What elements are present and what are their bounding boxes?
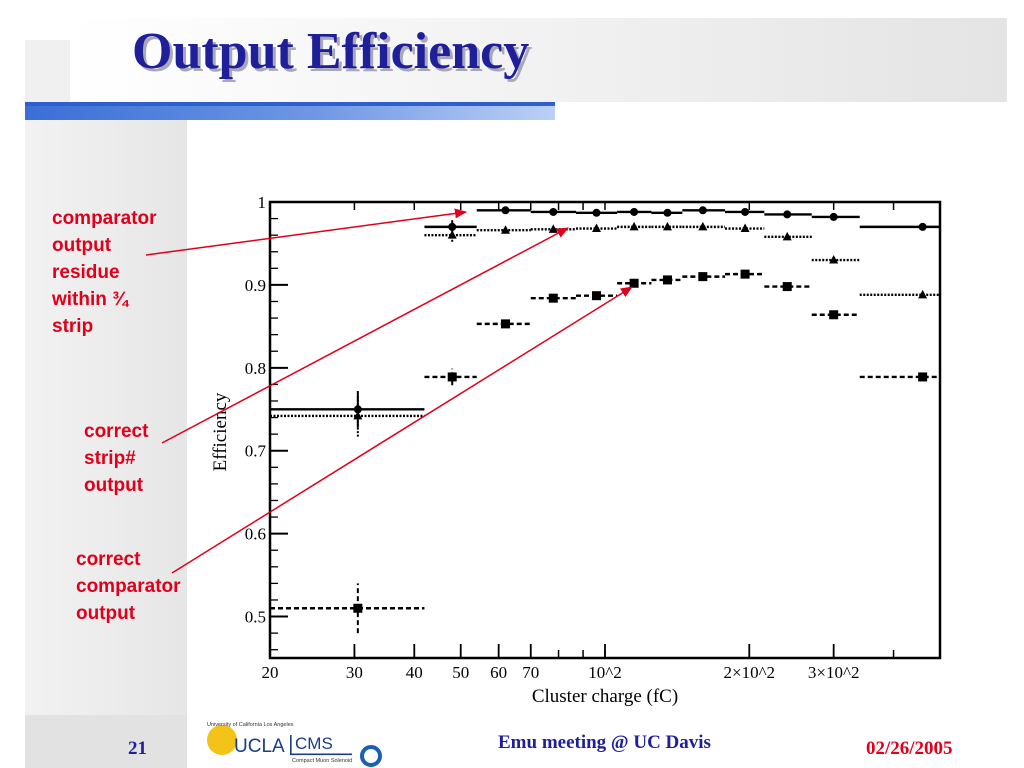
data-point-square	[829, 310, 839, 320]
annotation-correct-comparator: correct comparator output	[76, 549, 181, 624]
logo-ucla-text: UCLA	[234, 736, 285, 757]
data-point-square	[918, 372, 928, 382]
annotation-correct-strip: correct strip# output	[84, 421, 149, 496]
data-point-circle	[663, 208, 672, 217]
data-point-circle	[549, 207, 558, 216]
efficiency-chart: 20 30 40 50 60 70 10^2 2×10^2 3×10^2 0.5 0.6 0.7 0.8…	[210, 193, 942, 707]
footer-meeting: Emu meeting @ UC Davis	[498, 732, 711, 753]
annotation-comparator-residue: comparator output residue within ¾ strip	[52, 208, 157, 337]
x-tick-label: 2×10^2	[723, 663, 775, 682]
y-axis-label: Efficiency	[210, 392, 231, 471]
y-tick-label: 0.7	[245, 442, 267, 461]
data-point-triangle	[662, 221, 672, 231]
data-point-square	[548, 293, 558, 303]
data-point-circle	[698, 206, 707, 215]
data-point-square	[447, 372, 457, 382]
data-point-square	[500, 319, 510, 329]
y-tick-label: 0.8	[245, 359, 266, 378]
y-tick-label: 0.9	[245, 276, 266, 295]
data-point-square	[782, 282, 792, 292]
data-point-triangle	[918, 289, 928, 299]
data-point-triangle	[629, 221, 639, 231]
data-point-triangle	[829, 255, 839, 264]
data-point-square	[592, 291, 602, 301]
data-point-square	[662, 275, 672, 285]
logo-cms-bracket-base	[290, 753, 352, 756]
y-tick-label: 1	[258, 193, 267, 212]
data-point-triangle	[698, 221, 708, 231]
ucla-sun-icon	[207, 725, 237, 755]
data-point-square	[698, 272, 708, 282]
data-point-circle	[783, 210, 792, 219]
data-point-circle	[918, 222, 927, 231]
data-point-square	[353, 603, 363, 613]
plot-frame	[268, 200, 942, 660]
x-tick-label: 30	[346, 663, 363, 682]
x-tick-label: 40	[406, 663, 423, 682]
data-point-circle	[741, 207, 750, 216]
data-point-triangle	[740, 223, 750, 233]
x-axis-label: Cluster charge (fC)	[532, 686, 678, 707]
x-tick-label: 3×10^2	[808, 663, 860, 682]
logo-ucla-caption: University of California Los Angeles	[207, 722, 294, 728]
left-footer-band	[25, 715, 187, 768]
cms-ring-icon	[360, 745, 382, 767]
data-point-square	[629, 278, 639, 288]
x-tick-label: 70	[522, 663, 539, 682]
logo-cms-text: CMS	[295, 734, 333, 753]
ucla-cms-logo: University of California Los Angeles UCL…	[207, 722, 382, 767]
x-tick-label: 60	[490, 663, 507, 682]
footer-date: 02/26/2005	[866, 738, 953, 759]
data-point-circle	[829, 212, 838, 221]
y-tick-label: 0.6	[245, 525, 266, 544]
y-tick-label: 0.5	[245, 608, 266, 627]
data-point-triangle	[782, 231, 792, 241]
logo-cms-subtitle: Compact Muon Solenoid	[292, 758, 352, 764]
slide-title: Output Efficiency	[132, 23, 530, 80]
x-tick-label: 20	[262, 663, 279, 682]
x-tick-label: 50	[452, 663, 469, 682]
data-point-square	[740, 269, 750, 279]
logo-cms-bracket	[290, 735, 292, 755]
title-band	[70, 18, 1007, 102]
data-point-circle	[592, 208, 601, 217]
slide-number: 21	[128, 738, 147, 759]
title-underline-rule	[25, 102, 555, 120]
x-tick-label: 10^2	[588, 663, 621, 682]
data-point-circle	[630, 207, 639, 216]
data-point-circle	[501, 206, 510, 215]
title-underline-accent	[25, 102, 555, 106]
data-point-triangle	[592, 223, 602, 233]
title-left-block	[25, 40, 70, 102]
